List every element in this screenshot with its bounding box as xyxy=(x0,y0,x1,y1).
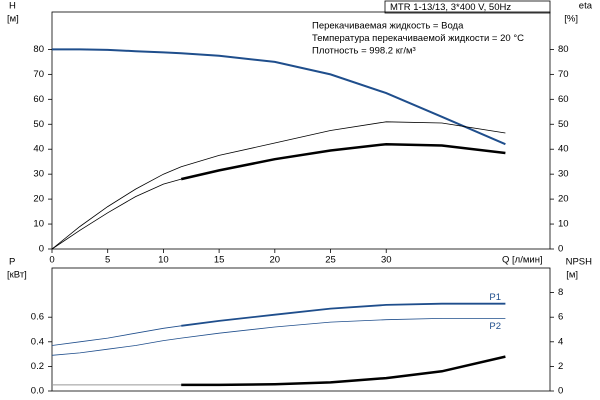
x-tick-label: 5 xyxy=(105,255,110,266)
y2-tick-label: 30 xyxy=(558,169,569,180)
x-tick-label: 10 xyxy=(158,255,169,266)
x-tick-label: 20 xyxy=(270,255,281,266)
title-box xyxy=(384,0,551,14)
chart-note: Перекачиваемая жидкость = Вода xyxy=(312,21,464,32)
y-axis-label: H xyxy=(9,1,16,12)
y-tick-label: 0.6 xyxy=(31,312,44,323)
x-tick-label: 25 xyxy=(325,255,336,266)
y-axis-unit: [м] xyxy=(7,14,19,25)
y2-axis-unit: [м] xyxy=(566,270,578,281)
series-line xyxy=(51,318,506,356)
y2-tick-label: 8 xyxy=(558,287,563,298)
x-axis-label: Q [л/мин] xyxy=(502,255,543,266)
y2-tick-label: 0 xyxy=(558,244,563,255)
chart-title: MTR 1-13/13, 3*400 V, 50Hz xyxy=(390,2,511,13)
y2-tick-label: 20 xyxy=(558,194,569,205)
y2-tick-label: 4 xyxy=(558,336,563,347)
y2-tick-label: 50 xyxy=(558,119,569,130)
plot-frame xyxy=(51,267,551,392)
y-tick-label: 0.2 xyxy=(31,361,44,372)
y-tick-label: 0 xyxy=(39,244,44,255)
y2-tick-label: 80 xyxy=(558,44,569,55)
y-tick-label: 60 xyxy=(33,94,44,105)
x-tick-label: 0 xyxy=(49,255,54,266)
y-tick-label: 80 xyxy=(33,44,44,55)
y2-axis-label: NPSH xyxy=(566,257,593,268)
y2-axis-unit: [%] xyxy=(564,14,578,25)
y-tick-label: 30 xyxy=(33,169,44,180)
x-tick-label: 30 xyxy=(381,255,392,266)
y-tick-label: 70 xyxy=(33,69,44,80)
series-label: P2 xyxy=(489,321,501,332)
series-line xyxy=(52,48,506,146)
series-line xyxy=(180,142,506,181)
y-tick-label: 10 xyxy=(33,219,44,230)
series-line xyxy=(181,355,506,387)
y2-tick-label: 40 xyxy=(558,144,569,155)
y-tick-label: 50 xyxy=(33,119,44,130)
y-tick-label: 0.4 xyxy=(31,336,44,347)
series-line xyxy=(51,325,182,346)
y2-tick-label: 6 xyxy=(558,312,563,323)
y2-tick-label: 70 xyxy=(558,69,569,80)
chart-note: Температура перекачиваемой жидкости = 20… xyxy=(312,33,524,44)
y2-tick-label: 2 xyxy=(558,361,563,372)
plot-frame xyxy=(51,11,551,250)
series-line xyxy=(51,121,506,250)
y-tick-label: 20 xyxy=(33,194,44,205)
y2-tick-label: 60 xyxy=(558,94,569,105)
x-tick-label: 15 xyxy=(214,255,225,266)
y2-tick-label: 0 xyxy=(558,386,563,397)
y-axis-label: P xyxy=(9,257,15,268)
chart-note: Плотность = 998.2 кг/м³ xyxy=(312,46,416,57)
y2-axis-label: eta xyxy=(579,1,593,12)
y2-tick-label: 10 xyxy=(558,219,569,230)
y-axis-unit: [кВт] xyxy=(7,270,27,281)
series-line xyxy=(51,178,182,250)
y-tick-label: 0.0 xyxy=(31,386,44,397)
series-label: P1 xyxy=(489,292,501,303)
series-line xyxy=(181,302,506,327)
y-tick-label: 40 xyxy=(33,144,44,155)
